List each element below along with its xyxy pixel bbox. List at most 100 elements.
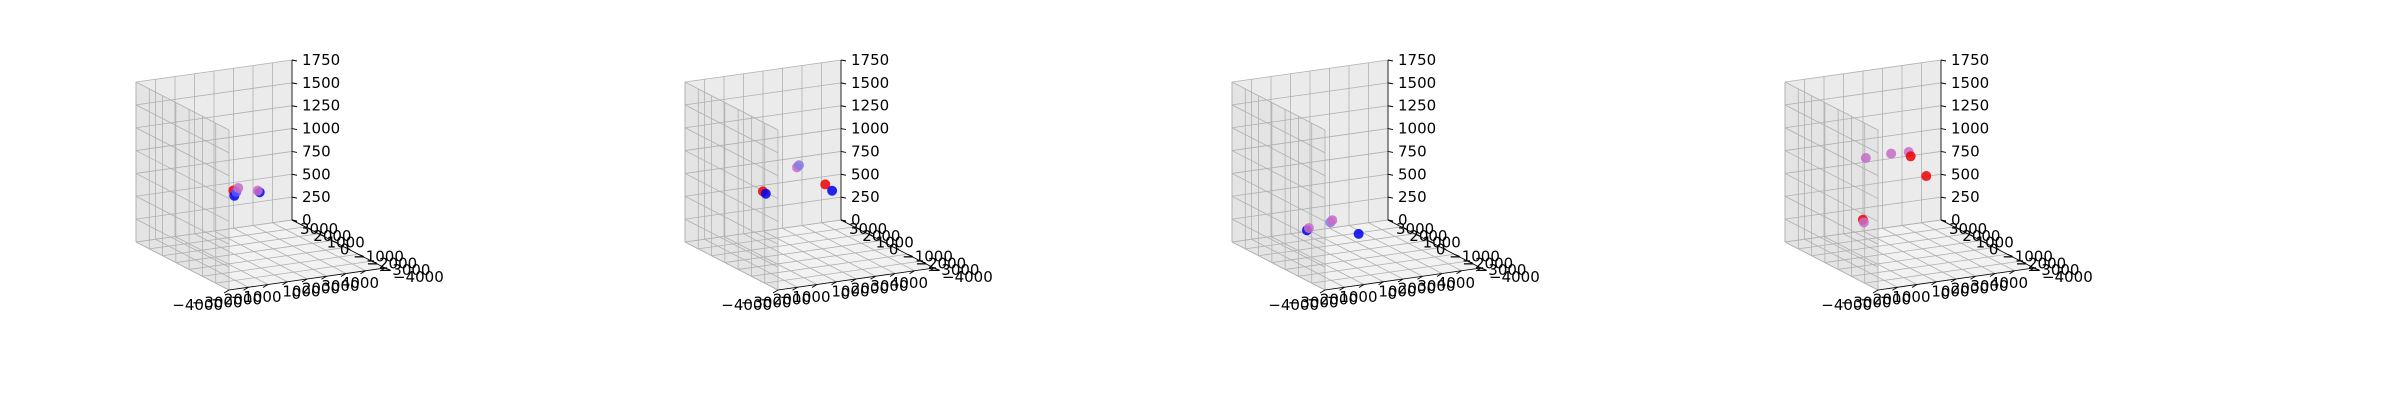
x-tick-label: 1000	[282, 282, 320, 300]
y-tick-label: −1000	[353, 247, 404, 265]
left-pane	[136, 82, 229, 290]
z-tick-label: 0	[1398, 211, 1408, 229]
y-tick-label: 0	[889, 241, 899, 259]
z-tick	[291, 128, 298, 131]
z-grid-left	[1231, 150, 1326, 199]
y-grid-floor	[764, 260, 921, 284]
y-grid-floor	[711, 233, 868, 257]
x-grid-floor	[1823, 236, 1918, 285]
z-grid-back	[1784, 219, 1942, 243]
x-tick-label: −2000	[1307, 291, 1358, 309]
y-tick-label: −3000	[2029, 261, 2080, 279]
z-grid-back	[1784, 128, 1942, 151]
y-tick	[1967, 233, 1973, 237]
y-tick-label: −4000	[942, 268, 993, 286]
x-tick-label: 1000	[831, 282, 869, 300]
x-tick	[1911, 284, 1918, 288]
data-point	[760, 188, 771, 199]
z-grid-left	[135, 127, 230, 177]
z-tick-label: 250	[1398, 188, 1427, 206]
y-tick	[1480, 267, 1487, 271]
z-tick	[1940, 196, 1947, 199]
z-grid-back	[684, 196, 842, 220]
y-tick-label: −1000	[2002, 247, 2053, 265]
z-grid-left	[1231, 173, 1326, 222]
x-tick-label: 3000	[1970, 277, 2008, 295]
z-grid-back	[684, 219, 842, 243]
z-grid-back	[684, 105, 842, 129]
z-grid-left	[1784, 218, 1879, 268]
z-tick-label: 500	[1951, 165, 1980, 183]
y-tick-label: −1000	[902, 247, 953, 265]
z-grid-back	[1231, 105, 1389, 129]
x-grid-floor	[1901, 225, 1996, 274]
z-grid-back	[135, 151, 293, 174]
x-grid-floor	[1804, 238, 1898, 288]
z-tick	[1387, 105, 1394, 108]
z-tick	[1387, 82, 1394, 85]
z-grid-back	[1784, 59, 1942, 83]
x-grid-floor	[782, 227, 876, 277]
y-grid-floor	[1298, 253, 1455, 277]
y-grid-floor	[1311, 260, 1468, 284]
z-tick	[291, 82, 298, 85]
y-tick	[2033, 267, 2040, 271]
z-tick	[291, 219, 298, 222]
y-tick-label: −2000	[1462, 254, 1513, 272]
x-tick-label: −3000	[192, 293, 243, 311]
z-tick-label: 750	[851, 142, 880, 160]
y-tick-label: 3000	[849, 220, 887, 238]
y-tick-label: 0	[1989, 241, 1999, 259]
z-tick-label: 750	[1398, 142, 1427, 160]
data-point	[827, 185, 838, 196]
y-tick	[1427, 240, 1434, 244]
z-grid-left	[1784, 127, 1879, 177]
z-tick-label: 1500	[1398, 74, 1436, 92]
x-tick	[1989, 273, 1996, 277]
x-tick	[1456, 270, 1462, 275]
z-tick	[1940, 59, 1947, 62]
y-tick-label: −1000	[1449, 247, 1500, 265]
z-tick	[291, 59, 298, 62]
y-tick	[893, 246, 900, 250]
y-tick-label: 2000	[1962, 227, 2000, 245]
data-point	[1353, 228, 1364, 239]
x-grid-floor	[1270, 236, 1365, 285]
z-tick-label: 1250	[1951, 97, 1989, 115]
x-tick-label: −1000	[780, 288, 831, 306]
z-grid-back	[684, 128, 842, 151]
x-tick-label: 4000	[1990, 274, 2028, 292]
z-tick	[1940, 219, 1947, 222]
y-tick-label: −4000	[2042, 268, 2093, 286]
y-grid-floor	[1824, 240, 1981, 263]
y-grid-floor	[189, 247, 346, 270]
z-grid-back	[135, 196, 293, 220]
y-grid-floor	[1811, 233, 1968, 257]
z-grid-left	[684, 195, 779, 245]
y-tick	[880, 240, 887, 244]
y-tick	[1401, 226, 1407, 230]
y-tick-label: −2000	[2015, 254, 2066, 272]
x-tick	[340, 273, 347, 277]
z-tick-label: 1500	[851, 74, 889, 92]
z-tick-label: 1250	[1398, 97, 1436, 115]
y-grid-floor	[698, 226, 855, 250]
z-grid-back	[1231, 173, 1389, 197]
y-tick	[920, 260, 926, 264]
x-tick-label: 0	[1387, 285, 1397, 303]
y-grid-floor	[1851, 253, 2008, 277]
x-tick	[870, 275, 876, 280]
y-tick	[1980, 240, 1987, 244]
y-grid-floor	[162, 233, 319, 257]
z-tick	[1940, 128, 1947, 131]
z-tick-label: 1500	[302, 74, 340, 92]
y-tick-label: −3000	[929, 261, 980, 279]
x-grid-floor	[1309, 230, 1404, 280]
x-tick-label: −2000	[760, 291, 811, 309]
z-tick-label: 250	[302, 188, 331, 206]
x-tick	[321, 275, 327, 280]
z-tick	[1387, 173, 1394, 176]
